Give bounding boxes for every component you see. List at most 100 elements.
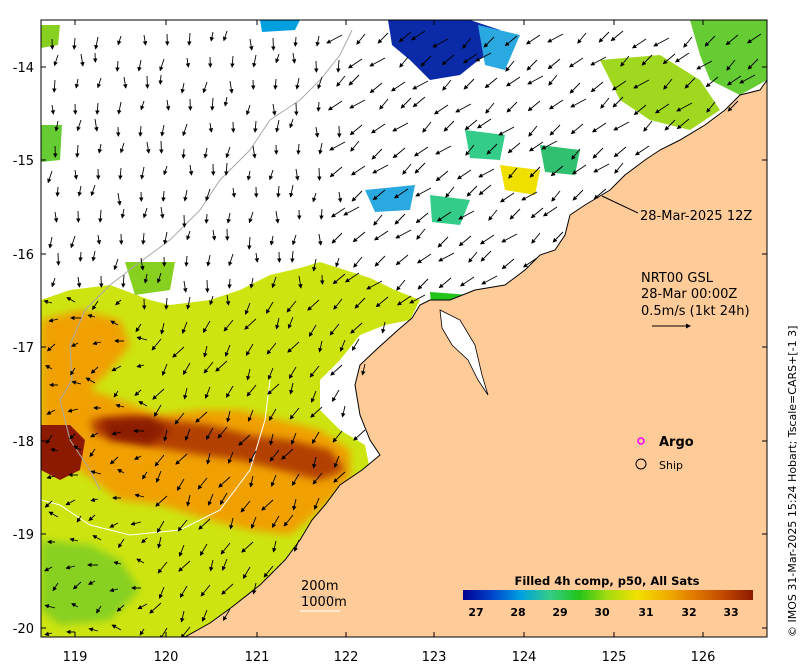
lon-tick-label: 122 xyxy=(334,650,359,665)
current-arrow xyxy=(177,519,188,532)
current-arrow xyxy=(97,143,103,154)
current-arrow xyxy=(69,433,76,440)
current-arrow xyxy=(65,499,76,506)
current-arrow xyxy=(118,167,123,180)
current-vectors xyxy=(43,30,762,637)
current-arrow xyxy=(66,297,76,303)
current-arrow xyxy=(80,53,85,67)
current-arrow xyxy=(209,31,215,42)
current-arrow xyxy=(119,142,125,154)
current-arrow xyxy=(195,411,208,423)
current-arrow xyxy=(634,145,650,156)
colorbar-title: Filled 4h comp, p50, All Sats xyxy=(515,574,700,588)
lon-tick-label: 124 xyxy=(512,650,537,665)
current-arrow xyxy=(53,211,59,223)
current-arrow xyxy=(211,229,217,241)
current-arrow xyxy=(551,190,561,202)
current-arrow xyxy=(73,169,79,180)
current-arrow xyxy=(110,320,119,326)
current-arrow xyxy=(156,272,162,284)
current-arrow xyxy=(54,120,59,132)
current-arrow xyxy=(182,214,187,228)
current-arrow xyxy=(142,471,148,480)
current-arrow xyxy=(140,166,145,180)
current-arrow xyxy=(527,100,541,112)
current-arrow xyxy=(610,30,624,42)
lat-tick-labels: -14 -15 -16 -17 -18 -19 -20 xyxy=(13,61,34,637)
current-arrow xyxy=(290,432,297,445)
current-arrow xyxy=(178,544,185,557)
current-arrow xyxy=(208,122,214,133)
current-arrow xyxy=(318,142,323,155)
current-arrow xyxy=(315,35,320,47)
current-arrow xyxy=(157,536,162,549)
current-arrow xyxy=(53,54,59,67)
current-arrow xyxy=(612,96,624,108)
current-arrow xyxy=(117,35,122,46)
current-arrow xyxy=(333,471,346,483)
current-arrow xyxy=(433,104,449,115)
current-arrow xyxy=(203,361,214,374)
current-arrow xyxy=(412,80,429,90)
current-arrow xyxy=(654,103,670,114)
current-arrow xyxy=(219,492,228,505)
current-arrow xyxy=(130,521,142,526)
sst-mixed-northeast xyxy=(600,55,720,130)
current-arrow xyxy=(481,275,498,285)
current-arrow xyxy=(483,36,495,48)
current-arrow xyxy=(312,456,317,469)
current-arrow xyxy=(422,121,432,133)
current-arrow xyxy=(458,210,475,220)
sst-patch-f xyxy=(125,262,175,295)
current-arrow xyxy=(250,516,257,529)
current-arrow xyxy=(142,207,148,219)
current-arrow xyxy=(142,34,148,46)
current-arrow xyxy=(182,362,191,375)
current-arrow xyxy=(349,99,366,109)
current-arrow xyxy=(437,236,449,248)
current-arrow xyxy=(65,565,76,570)
current-arrow xyxy=(229,517,234,530)
current-arrow xyxy=(50,447,59,453)
current-arrow xyxy=(71,380,82,385)
current-arrow xyxy=(136,558,145,564)
current-arrow xyxy=(549,124,561,136)
sst-patch-h xyxy=(41,25,60,48)
current-arrow xyxy=(464,119,478,131)
current-arrow xyxy=(653,37,670,47)
current-arrow xyxy=(204,213,209,224)
current-arrow xyxy=(343,206,360,216)
current-arrow xyxy=(485,102,495,114)
current-arrow xyxy=(727,100,739,112)
current-arrow xyxy=(73,445,82,451)
current-arrow xyxy=(163,429,168,442)
current-arrow xyxy=(91,250,96,262)
sst-patch-a xyxy=(540,145,580,175)
current-arrow xyxy=(96,77,102,89)
current-arrow xyxy=(706,101,716,113)
isobath-200m-line xyxy=(59,29,353,491)
current-arrow xyxy=(198,518,211,530)
current-arrow xyxy=(252,145,257,159)
current-arrow xyxy=(746,33,762,44)
current-arrow xyxy=(92,535,102,541)
current-arrow xyxy=(269,449,280,462)
current-arrow xyxy=(547,58,561,70)
current-arrow xyxy=(465,144,475,156)
current-arrow xyxy=(542,206,558,217)
current-arrow xyxy=(531,232,541,244)
current-arrow xyxy=(254,252,260,263)
current-arrow xyxy=(319,208,324,220)
current-arrow xyxy=(69,537,79,543)
isobath-200m-label: 200m xyxy=(301,579,338,594)
current-arrow xyxy=(725,34,739,46)
current-arrow xyxy=(468,251,478,263)
current-arrow xyxy=(109,522,119,528)
current-arrow xyxy=(522,257,538,268)
current-arrow xyxy=(149,602,162,614)
current-arrow xyxy=(286,300,297,313)
current-arrow xyxy=(726,59,736,71)
current-arrow xyxy=(248,211,254,224)
current-arrow xyxy=(341,405,346,418)
current-arrow xyxy=(337,191,343,203)
